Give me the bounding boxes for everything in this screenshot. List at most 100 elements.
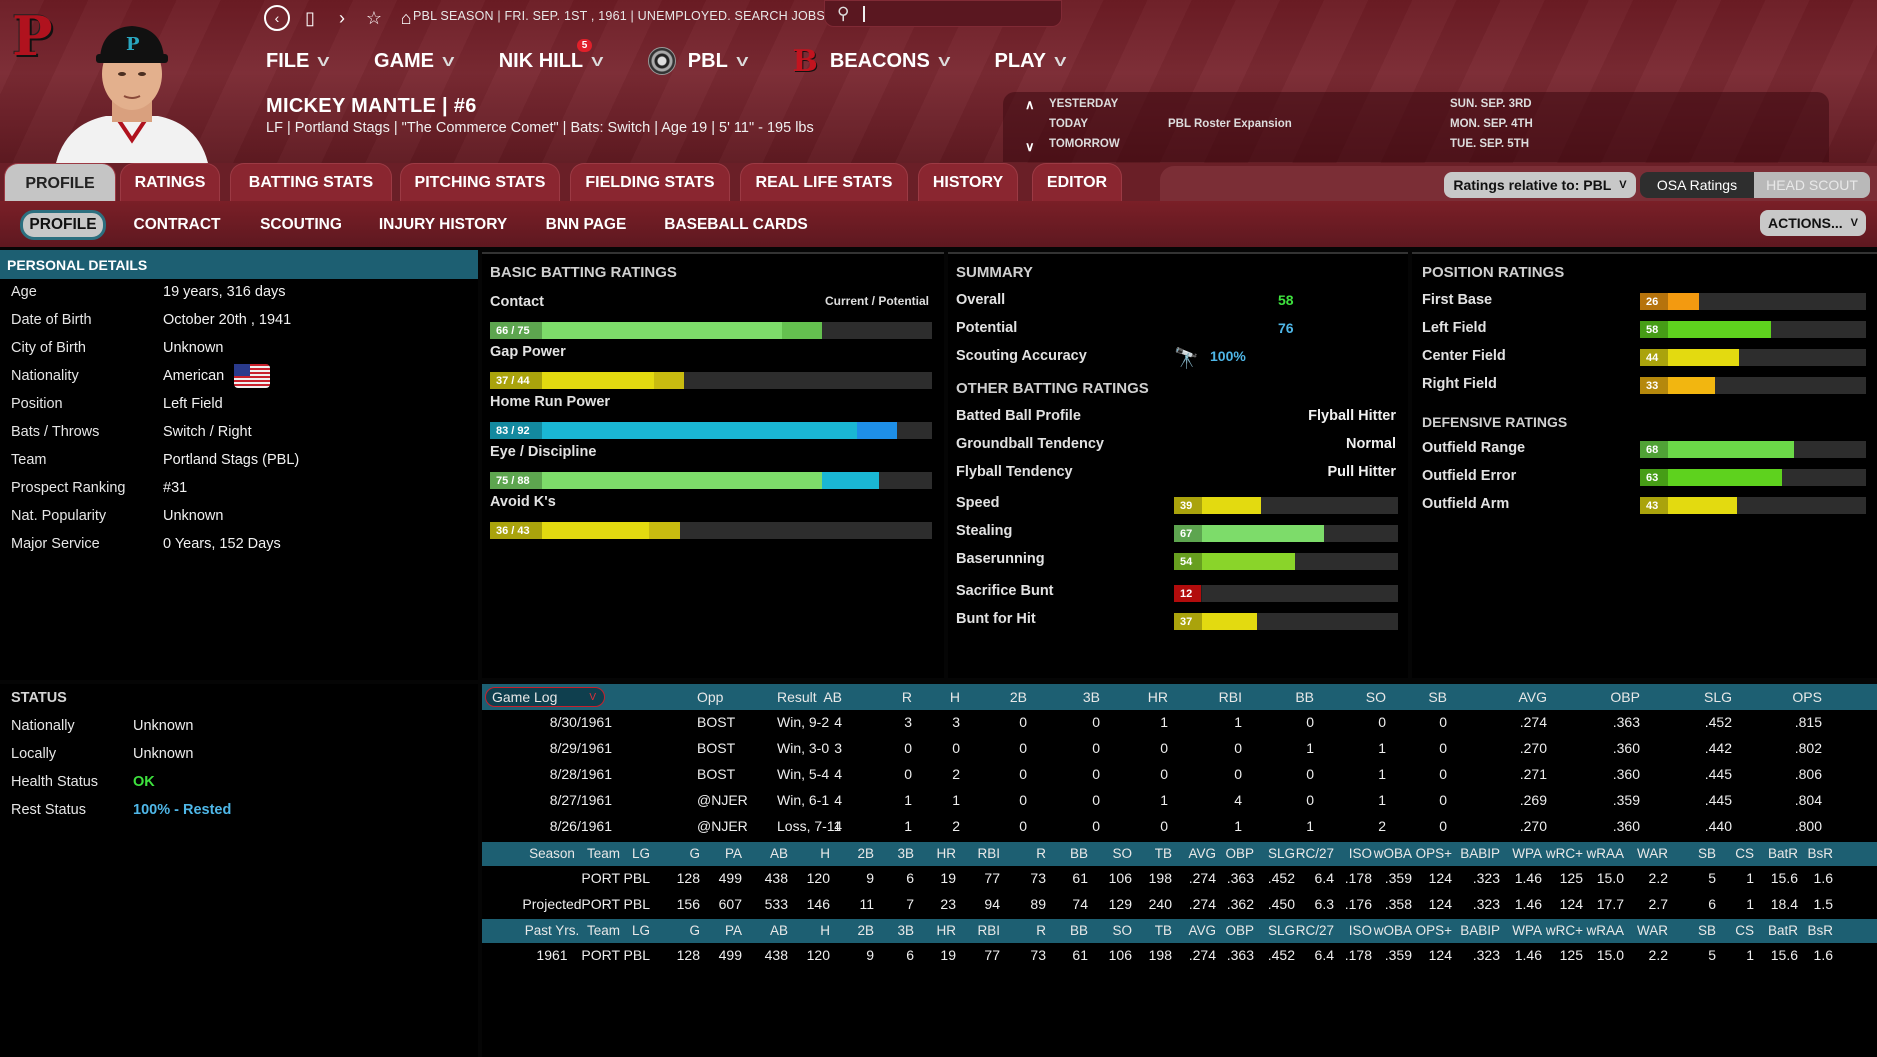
- column-header[interactable]: SLG: [1267, 923, 1295, 938]
- tab-ratings[interactable]: RATINGS: [120, 163, 220, 201]
- column-header[interactable]: Result: [777, 689, 817, 705]
- subtab-scouting[interactable]: SCOUTING: [260, 216, 342, 233]
- tab-editor[interactable]: EDITOR: [1032, 163, 1122, 201]
- search-input[interactable]: ⚲: [824, 0, 1062, 27]
- head-scout-toggle[interactable]: HEAD SCOUT: [1754, 172, 1870, 198]
- ratings-relative-dropdown[interactable]: Ratings relative to: PBL V: [1444, 172, 1636, 198]
- column-header[interactable]: CS: [1735, 846, 1754, 861]
- column-header[interactable]: 2B: [857, 846, 874, 861]
- column-header[interactable]: SO: [1365, 689, 1386, 705]
- star-icon[interactable]: ☆: [365, 7, 383, 28]
- column-header[interactable]: OPS+: [1415, 923, 1452, 938]
- game-log-select[interactable]: Game Log V: [485, 687, 605, 707]
- column-header[interactable]: SO: [1112, 846, 1132, 861]
- tab-pitching-stats[interactable]: PITCHING STATS: [400, 163, 560, 201]
- column-header[interactable]: G: [689, 846, 700, 861]
- team-logo-p[interactable]: P: [12, 4, 53, 68]
- column-header[interactable]: wRAA: [1586, 923, 1624, 938]
- column-header[interactable]: BB: [1295, 689, 1314, 705]
- column-header[interactable]: SO: [1112, 923, 1132, 938]
- column-header[interactable]: OBP: [1610, 689, 1640, 705]
- column-header[interactable]: SLG: [1267, 846, 1295, 861]
- column-header[interactable]: PA: [724, 923, 742, 938]
- column-header[interactable]: LG: [631, 923, 650, 938]
- column-header[interactable]: WPA: [1512, 923, 1542, 938]
- column-header[interactable]: SLG: [1703, 689, 1732, 705]
- column-header[interactable]: AVG: [1518, 689, 1547, 705]
- column-header[interactable]: OBP: [1225, 846, 1254, 861]
- column-header[interactable]: OPS: [1792, 689, 1822, 705]
- tab-real-life-stats[interactable]: REAL LIFE STATS: [740, 163, 908, 201]
- column-header[interactable]: SB: [1697, 846, 1716, 861]
- column-header[interactable]: H: [949, 689, 960, 705]
- home-icon[interactable]: ⌂: [400, 7, 412, 28]
- back-icon[interactable]: ‹: [264, 5, 290, 31]
- column-header[interactable]: Team: [586, 846, 620, 861]
- column-header[interactable]: CS: [1735, 923, 1754, 938]
- actions-dropdown[interactable]: ACTIONS... V: [1760, 210, 1866, 236]
- column-header[interactable]: AB: [769, 923, 788, 938]
- column-header[interactable]: SB: [1697, 923, 1716, 938]
- column-header[interactable]: wRAA: [1586, 846, 1624, 861]
- forward-icon[interactable]: ›: [339, 7, 345, 28]
- menu-team[interactable]: B BEACONS V: [792, 44, 950, 79]
- column-header[interactable]: Team: [586, 923, 620, 938]
- menu-play[interactable]: PLAY V: [995, 50, 1067, 73]
- column-header[interactable]: WPA: [1512, 846, 1542, 861]
- column-header[interactable]: H: [820, 923, 830, 938]
- down-arrow-icon[interactable]: ∨: [1025, 139, 1035, 154]
- column-header[interactable]: RBI: [977, 923, 1000, 938]
- menu-manager[interactable]: NIK HILL 5 V: [499, 38, 604, 73]
- column-header[interactable]: TB: [1154, 923, 1172, 938]
- up-arrow-icon[interactable]: ∧: [1025, 97, 1035, 112]
- column-header[interactable]: TB: [1154, 846, 1172, 861]
- column-header[interactable]: OPS+: [1415, 846, 1452, 861]
- column-header[interactable]: WAR: [1637, 923, 1668, 938]
- subtab-bnn-page[interactable]: BNN PAGE: [545, 216, 627, 233]
- column-header[interactable]: 3B: [897, 923, 914, 938]
- subtab-contract[interactable]: CONTRACT: [133, 216, 221, 233]
- column-header[interactable]: BsR: [1807, 846, 1833, 861]
- menu-league[interactable]: PBL V: [647, 47, 748, 75]
- column-header[interactable]: HR: [1147, 689, 1168, 705]
- column-header[interactable]: LG: [631, 846, 650, 861]
- column-header[interactable]: R: [901, 689, 912, 705]
- column-header[interactable]: AB: [823, 689, 842, 705]
- column-header[interactable]: H: [820, 846, 830, 861]
- column-header[interactable]: wOBA: [1373, 923, 1412, 938]
- tab-fielding-stats[interactable]: FIELDING STATS: [570, 163, 730, 201]
- column-header[interactable]: HR: [936, 846, 957, 861]
- tab-batting-stats[interactable]: BATTING STATS: [230, 163, 392, 201]
- column-header[interactable]: ISO: [1348, 846, 1372, 861]
- season-status-line[interactable]: PBL SEASON | FRI. SEP. 1ST , 1961 | UNEM…: [413, 9, 836, 23]
- column-header[interactable]: BatR: [1767, 923, 1798, 938]
- column-header[interactable]: BABIP: [1460, 846, 1500, 861]
- osa-ratings-toggle[interactable]: OSA Ratings: [1640, 172, 1754, 198]
- tab-profile[interactable]: PROFILE: [4, 163, 116, 203]
- today-event[interactable]: PBL Roster Expansion: [1168, 118, 1292, 130]
- column-header[interactable]: 3B: [1082, 689, 1100, 705]
- column-header[interactable]: R: [1036, 923, 1046, 938]
- column-header[interactable]: wOBA: [1373, 846, 1412, 861]
- subtab-baseball-cards[interactable]: BASEBALL CARDS: [664, 216, 808, 233]
- column-header[interactable]: wRC+: [1545, 846, 1583, 861]
- column-header[interactable]: RBI: [1218, 689, 1242, 705]
- menu-game[interactable]: GAME V: [374, 50, 454, 73]
- column-header[interactable]: ISO: [1348, 923, 1372, 938]
- column-header[interactable]: R: [1036, 846, 1046, 861]
- column-header[interactable]: BABIP: [1460, 923, 1500, 938]
- column-header[interactable]: AB: [769, 846, 788, 861]
- bookmark-icon[interactable]: ▯: [305, 7, 315, 28]
- column-header[interactable]: G: [689, 923, 700, 938]
- column-header[interactable]: HR: [936, 923, 957, 938]
- column-header[interactable]: OBP: [1225, 923, 1254, 938]
- subtab-profile[interactable]: PROFILE: [20, 210, 106, 240]
- column-header[interactable]: RC/27: [1295, 923, 1334, 938]
- column-header[interactable]: Past Yrs.: [524, 923, 580, 938]
- column-header[interactable]: BB: [1069, 846, 1088, 861]
- column-header[interactable]: SB: [1428, 689, 1447, 705]
- column-header[interactable]: PA: [724, 846, 742, 861]
- column-header[interactable]: Opp: [697, 689, 724, 705]
- column-header[interactable]: WAR: [1637, 846, 1668, 861]
- menu-file[interactable]: FILE V: [266, 50, 330, 73]
